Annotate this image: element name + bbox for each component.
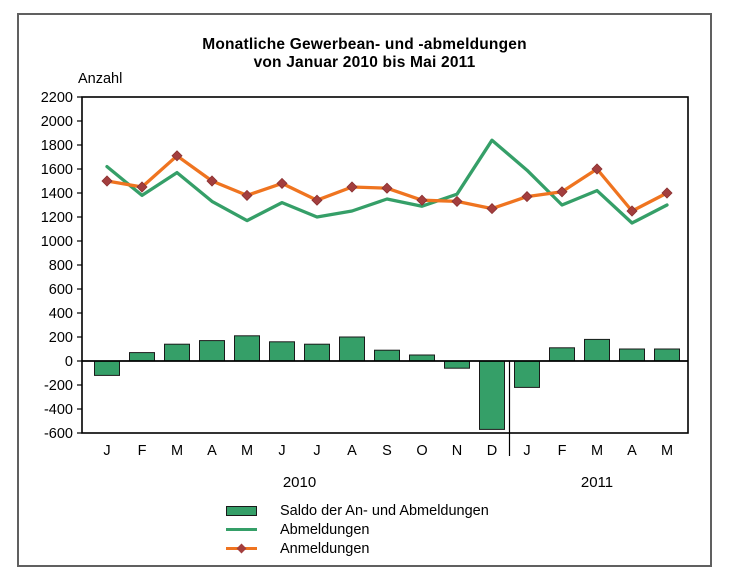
year-label: 2010	[283, 474, 316, 491]
legend-swatch-wrap	[226, 528, 257, 531]
y-tick-label: -400	[44, 402, 73, 418]
bar-saldo	[479, 360, 505, 430]
chart-title-line1: Monatliche Gewerbean- und -abmeldungen	[202, 36, 527, 53]
bar-saldo	[94, 360, 120, 376]
diamond-marker	[171, 150, 183, 162]
legend-label-saldo: Saldo der An- und Abmeldungen	[280, 502, 489, 519]
month-label: N	[452, 443, 462, 459]
month-label: J	[523, 443, 530, 459]
bar-saldo	[339, 336, 365, 362]
bar-saldo	[164, 343, 190, 362]
diamond-marker	[486, 203, 498, 215]
chart-title: Monatliche Gewerbean- und -abmeldungen v…	[17, 36, 712, 72]
month-label: J	[313, 443, 320, 459]
bar-saldo	[304, 343, 330, 362]
month-label: S	[382, 443, 392, 459]
y-tick-label: 1400	[41, 186, 73, 202]
plot-border	[81, 96, 689, 434]
y-tick-label: 2000	[41, 114, 73, 130]
y-tick-label: 1000	[41, 234, 73, 250]
legend-label-abmeldungen: Abmeldungen	[280, 521, 370, 538]
month-label: M	[171, 443, 183, 459]
legend-swatch-wrap	[226, 505, 257, 516]
y-tick-label: 800	[49, 258, 73, 274]
y-axis-title: Anzahl	[78, 71, 123, 87]
bar-saldo	[549, 347, 575, 362]
month-label: F	[558, 443, 567, 459]
diamond-marker	[206, 175, 218, 187]
legend-item-saldo: Saldo der An- und Abmeldungen	[226, 501, 489, 520]
legend-swatch-wrap	[226, 543, 257, 554]
figure-border	[17, 13, 712, 567]
month-label: M	[591, 443, 603, 459]
diamond-marker	[626, 205, 638, 217]
bar-saldo	[619, 348, 645, 362]
month-label: M	[661, 443, 673, 459]
legend-diamond-marker-icon	[236, 543, 247, 554]
diamond-marker	[381, 182, 393, 194]
bar-saldo	[129, 352, 155, 362]
diamond-marker	[591, 163, 603, 175]
legend-bar-swatch-icon	[226, 505, 257, 516]
y-tick-label: 2200	[41, 90, 73, 106]
month-label: M	[241, 443, 253, 459]
abmeldungen-line	[105, 138, 669, 225]
y-tick-label: -200	[44, 378, 73, 394]
y-tick-label: 1600	[41, 162, 73, 178]
y-tick-label: 1200	[41, 210, 73, 226]
legend-green-line-swatch-icon	[226, 528, 257, 531]
y-tick-label: 1800	[41, 138, 73, 154]
month-label: D	[487, 443, 497, 459]
bar-saldo	[654, 348, 680, 362]
month-label: A	[347, 443, 357, 459]
legend: Saldo der An- und Abmeldungen Abmeldunge…	[226, 501, 489, 558]
month-label: A	[627, 443, 637, 459]
y-tick-label: 0	[65, 354, 73, 370]
legend-item-abmeldungen: Abmeldungen	[226, 520, 489, 539]
diamond-marker	[311, 194, 323, 206]
y-tick-label: 200	[49, 330, 73, 346]
chart-title-line2: von Januar 2010 bis Mai 2011	[253, 54, 476, 71]
month-label: J	[103, 443, 110, 459]
diamond-marker	[556, 186, 568, 198]
month-label: O	[416, 443, 427, 459]
diamond-marker	[661, 187, 673, 199]
diamond-marker	[136, 181, 148, 193]
legend-item-anmeldungen: Anmeldungen	[226, 539, 489, 558]
bar-saldo	[199, 340, 225, 362]
bar-saldo	[444, 360, 470, 369]
month-label: J	[278, 443, 285, 459]
bar-saldo	[584, 338, 610, 362]
diamond-marker	[276, 177, 288, 189]
bar-saldo	[374, 349, 400, 362]
diamond-marker	[241, 189, 253, 201]
diamond-marker	[521, 191, 533, 203]
bar-saldo	[269, 341, 295, 362]
month-label: A	[207, 443, 217, 459]
y-tick-label: 400	[49, 306, 73, 322]
month-label: F	[138, 443, 147, 459]
diamond-marker	[346, 181, 358, 193]
y-tick-label: -600	[44, 426, 73, 442]
diamond-marker	[101, 175, 113, 187]
y-tick-label: 600	[49, 282, 73, 298]
diamond-marker	[451, 195, 463, 207]
bar-saldo	[514, 360, 540, 388]
diamond-marker	[416, 194, 428, 206]
bar-saldo	[234, 335, 260, 362]
year-label: 2011	[581, 474, 613, 491]
legend-label-anmeldungen: Anmeldungen	[280, 540, 370, 557]
